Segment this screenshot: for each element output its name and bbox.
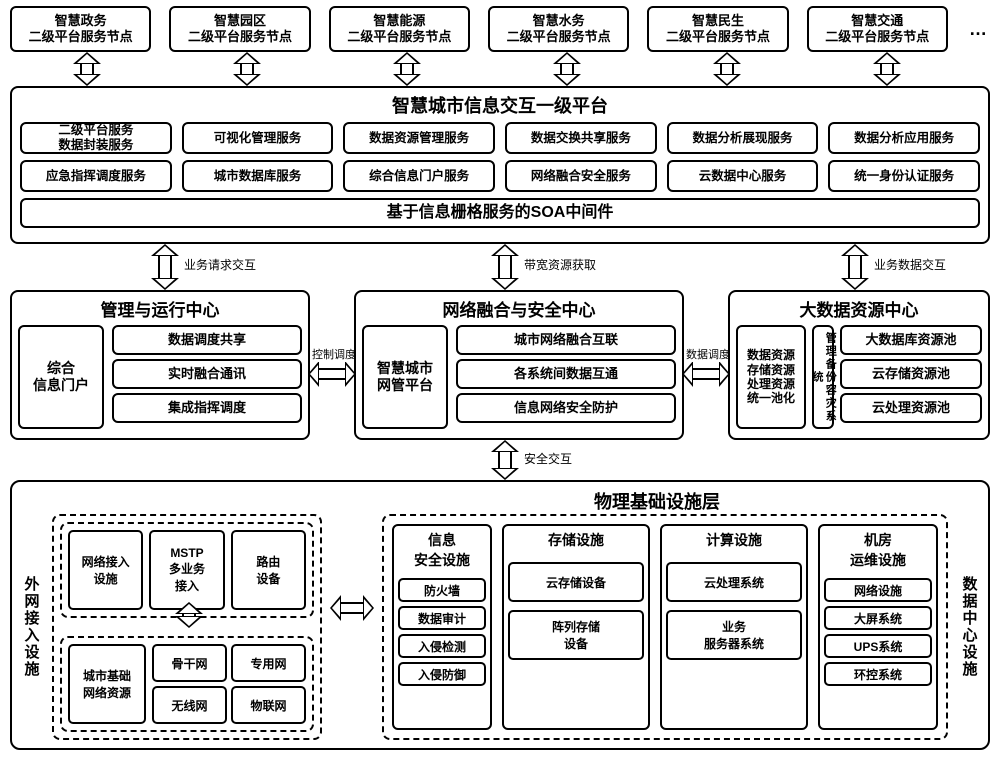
ext-bot-d: 无线网 (152, 686, 227, 724)
ext-bot-c: 专用网 (231, 644, 306, 682)
centers-row: 管理与运行中心 综合 信息门户 数据调度共享 实时融合通讯 集成指挥调度 控制调… (10, 290, 990, 440)
c3-item-2: 云处理资源池 (840, 393, 982, 423)
node-energy: 智慧能源 二级平台服务节点 (329, 6, 470, 52)
dc-room-title: 机房 运维设施 (824, 530, 932, 570)
c3-backup: 管理备份容灾系统 (812, 325, 834, 429)
c2-item-0: 城市网络融合互联 (456, 325, 676, 355)
c2-title: 网络融合与安全中心 (362, 296, 676, 321)
svc-0: 二级平台服务 数据封装服务 (20, 122, 172, 154)
ext-top-a: 网络接入 设施 (68, 530, 143, 610)
dc-room: 机房 运维设施 网络设施 大屏系统 UPS系统 环控系统 (818, 524, 938, 730)
level1-services-grid: 二级平台服务 数据封装服务 可视化管理服务 数据资源管理服务 数据交换共享服务 … (20, 122, 980, 192)
ext-top-c: 路由 设备 (231, 530, 306, 610)
svc-3: 数据交换共享服务 (505, 122, 657, 154)
dc-sec-title: 信息 安全设施 (398, 530, 486, 570)
dc-compute-title: 计算设施 (666, 530, 802, 550)
svc-7: 城市数据库服务 (182, 160, 334, 192)
network-security-center: 网络融合与安全中心 智慧城市 网管平台 城市网络融合互联 各系统间数据互通 信息… (354, 290, 684, 440)
c2-item-2: 信息网络安全防护 (456, 393, 676, 423)
dc-compute: 计算设施 云处理系统 业务 服务器系统 (660, 524, 808, 730)
c2-item-1: 各系统间数据互通 (456, 359, 676, 389)
arrow-ext-dc (330, 594, 374, 622)
dc-group: 信息 安全设施 防火墙 数据审计 入侵检测 入侵防御 存储设施 云存储设备 阵列… (382, 514, 948, 740)
dc-storage: 存储设施 云存储设备 阵列存储 设备 (502, 524, 650, 730)
dc-compute-0: 云处理系统 (666, 562, 802, 602)
bigdata-resource-center: 大数据资源中心 数据资源 存储资源 处理资源 统一池化 管理备份容灾系统 大数据… (728, 290, 990, 440)
label-req: 业务请求交互 (184, 256, 256, 273)
arrow-l1-c2 (490, 244, 520, 290)
svc-11: 统一身份认证服务 (828, 160, 980, 192)
c3-title: 大数据资源中心 (736, 296, 982, 321)
ext-bot-b: 骨干网 (152, 644, 227, 682)
physical-infra-layer: 物理基础设施层 外网接入设施 网络接入 设施 MSTP 多业务 接入 路由 设备… (10, 480, 990, 750)
dc-sec-1: 数据审计 (398, 606, 486, 630)
dc-sec: 信息 安全设施 防火墙 数据审计 入侵检测 入侵防御 (392, 524, 492, 730)
dc-room-1: 大屏系统 (824, 606, 932, 630)
dc-label: 数据中心设施 (958, 514, 980, 740)
svc-5: 数据分析应用服务 (828, 122, 980, 154)
ext-bot: 城市基础 网络资源 骨干网 专用网 无线网 物联网 (60, 636, 314, 732)
label-datadispatch: 数据调度 (684, 346, 732, 362)
c3-pool-label: 数据资源 存储资源 处理资源 统一池化 (736, 325, 806, 429)
dc-storage-0: 云存储设备 (508, 562, 644, 602)
mgmt-ops-center: 管理与运行中心 综合 信息门户 数据调度共享 实时融合通讯 集成指挥调度 (10, 290, 310, 440)
node-livelihood: 智慧民生 二级平台服务节点 (647, 6, 788, 52)
c3-item-0: 大数据库资源池 (840, 325, 982, 355)
arrow-l1-c3 (840, 244, 870, 290)
node-water: 智慧水务 二级平台服务节点 (488, 6, 629, 52)
svc-4: 数据分析展现服务 (667, 122, 819, 154)
arrow-node-3 (392, 52, 422, 86)
dc-sec-3: 入侵防御 (398, 662, 486, 686)
secondary-platform-nodes-row: 智慧政务 二级平台服务节点 智慧园区 二级平台服务节点 智慧能源 二级平台服务节… (10, 6, 990, 52)
svc-10: 云数据中心服务 (667, 160, 819, 192)
ext-bot-a: 城市基础 网络资源 (68, 644, 146, 724)
label-bw: 带宽资源获取 (524, 256, 596, 273)
label-ctrl: 控制调度 (310, 346, 358, 362)
arrow-c1-c2 (308, 360, 356, 388)
node-traffic: 智慧交通 二级平台服务节点 (807, 6, 948, 52)
level1-title: 智慧城市信息交互一级平台 (20, 92, 980, 118)
c1-item-0: 数据调度共享 (112, 325, 302, 355)
level1-platform: 智慧城市信息交互一级平台 二级平台服务 数据封装服务 可视化管理服务 数据资源管… (10, 86, 990, 244)
label-bizdata: 业务数据交互 (874, 256, 946, 273)
svc-6: 应急指挥调度服务 (20, 160, 172, 192)
dc-room-3: 环控系统 (824, 662, 932, 686)
dc-storage-1: 阵列存储 设备 (508, 610, 644, 660)
arrow-c2-phys (490, 440, 520, 480)
c2-platform: 智慧城市 网管平台 (362, 325, 448, 429)
dc-storage-title: 存储设施 (508, 530, 644, 550)
ellipsis: … (966, 6, 990, 52)
arrow-c2-c3 (682, 360, 730, 388)
svc-2: 数据资源管理服务 (343, 122, 495, 154)
arrow-node-4 (552, 52, 582, 86)
dc-room-2: UPS系统 (824, 634, 932, 658)
ext-bot-e: 物联网 (231, 686, 306, 724)
arrow-node-2 (232, 52, 262, 86)
arrow-node-6 (872, 52, 902, 86)
dc-room-0: 网络设施 (824, 578, 932, 602)
arrow-ext-vert (174, 602, 204, 628)
dc-sec-0: 防火墙 (398, 578, 486, 602)
ext-top-b: MSTP 多业务 接入 (149, 530, 224, 610)
dc-compute-1: 业务 服务器系统 (666, 610, 802, 660)
svc-1: 可视化管理服务 (182, 122, 334, 154)
soa-middleware: 基于信息栅格服务的SOA中间件 (20, 198, 980, 228)
node-park: 智慧园区 二级平台服务节点 (169, 6, 310, 52)
dc-sec-2: 入侵检测 (398, 634, 486, 658)
c1-title: 管理与运行中心 (18, 296, 302, 321)
node-gov: 智慧政务 二级平台服务节点 (10, 6, 151, 52)
c1-item-1: 实时融合通讯 (112, 359, 302, 389)
arrow-node-5 (712, 52, 742, 86)
ext-net-label: 外网接入设施 (20, 514, 42, 740)
c1-portal: 综合 信息门户 (18, 325, 104, 429)
arrow-l1-c1 (150, 244, 180, 290)
svc-8: 综合信息门户服务 (343, 160, 495, 192)
svc-9: 网络融合安全服务 (505, 160, 657, 192)
arrow-node-1 (72, 52, 102, 86)
phys-title: 物理基础设施层 (20, 488, 980, 514)
label-secure: 安全交互 (524, 450, 572, 467)
c1-item-2: 集成指挥调度 (112, 393, 302, 423)
c3-item-1: 云存储资源池 (840, 359, 982, 389)
ext-access-group: 网络接入 设施 MSTP 多业务 接入 路由 设备 城市基础 网络资源 骨干网 … (52, 514, 322, 740)
